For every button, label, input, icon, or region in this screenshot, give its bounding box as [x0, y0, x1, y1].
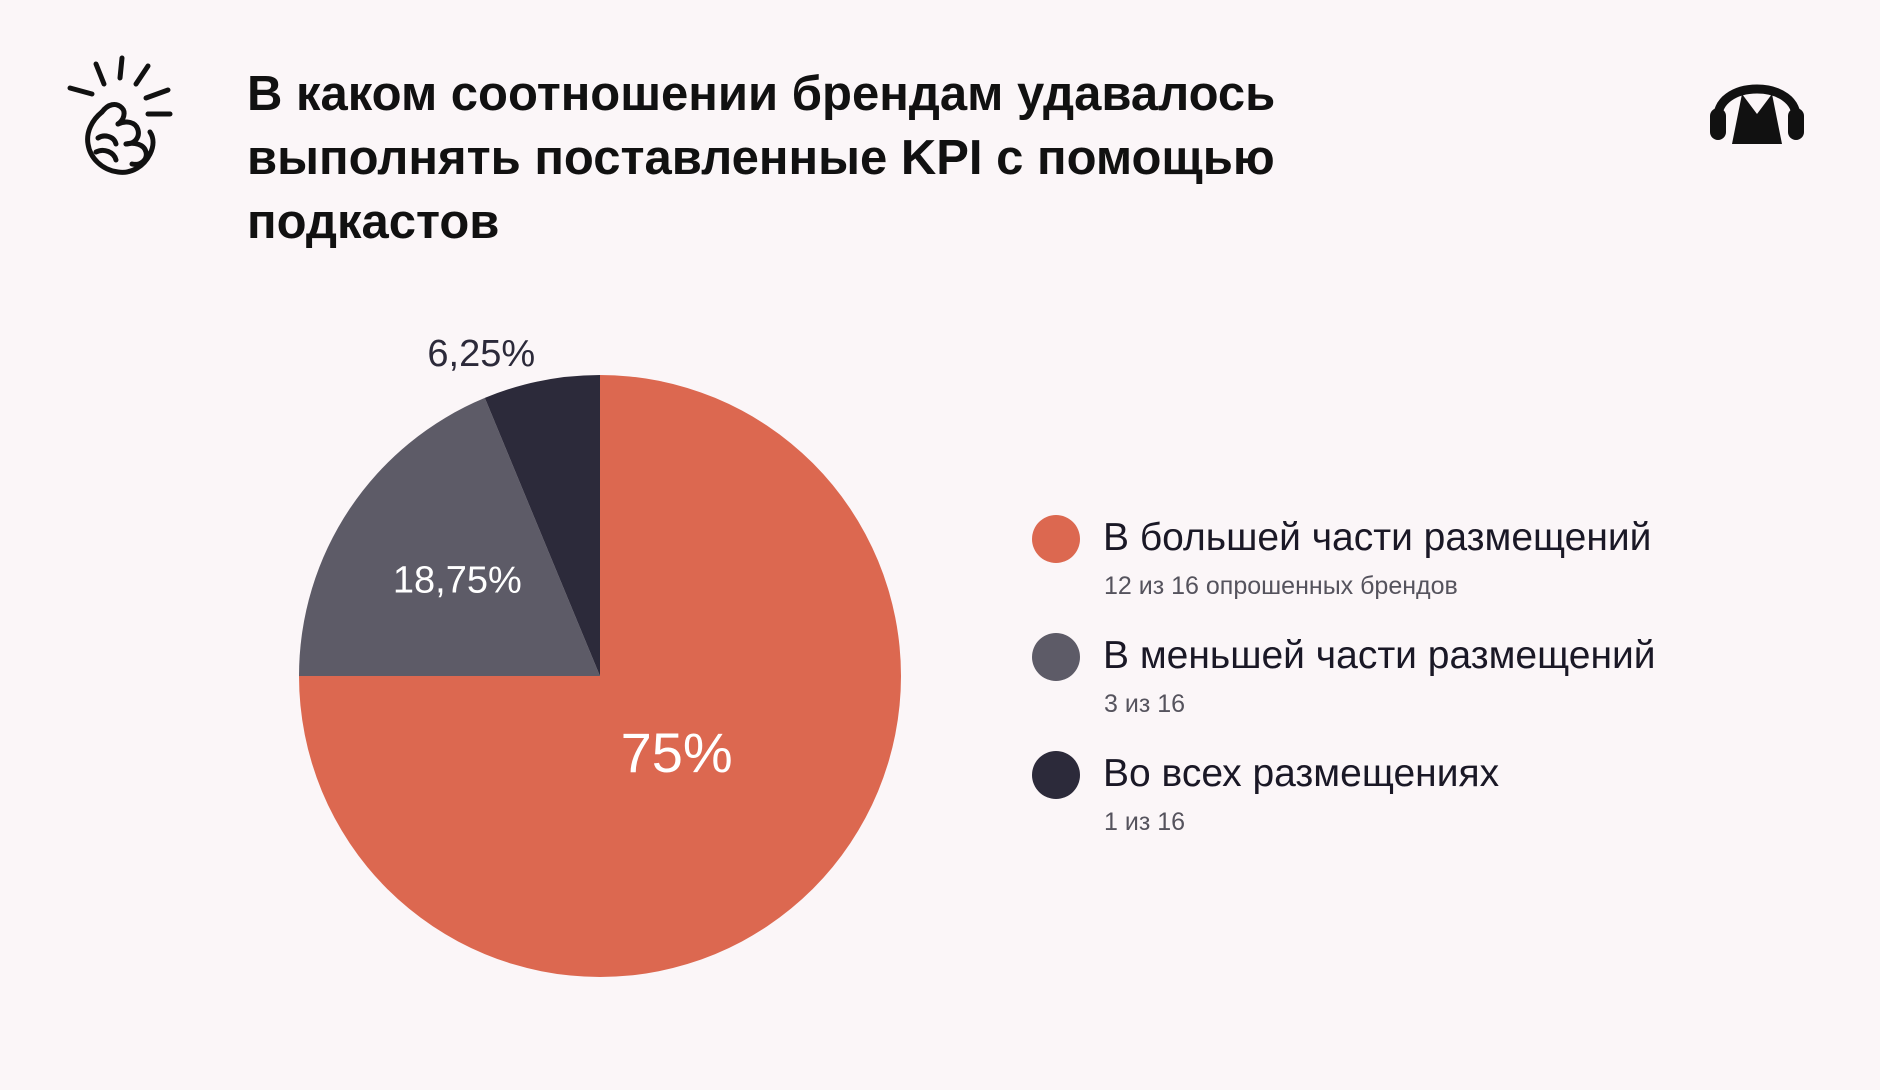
data-label-fewer: 18,75%	[393, 560, 522, 602]
legend-swatch-all	[1032, 751, 1080, 799]
legend-label-fewer: В меньшей части размещений	[1103, 634, 1656, 677]
pie-slice-fewer	[299, 397, 600, 676]
legend-swatch-fewer	[1032, 633, 1080, 681]
data-label-all: 6,25%	[427, 333, 535, 375]
pie-slice-all	[484, 375, 600, 676]
data-label-most: 75%	[621, 721, 733, 784]
headphones-logo-icon	[1710, 84, 1804, 144]
chart-legend: В большей части размещений 12 из 16 опро…	[1032, 512, 1732, 866]
chart-title: В каком соотношении брендам удавалось вы…	[247, 67, 1276, 249]
legend-item-all: Во всех размещениях 1 из 16	[1032, 748, 1732, 866]
legend-sublabel-most: 12 из 16 опрошенных брендов	[1104, 572, 1458, 600]
legend-sublabel-all: 1 из 16	[1104, 808, 1186, 836]
legend-label-most: В большей части размещений	[1103, 516, 1652, 559]
legend-item-most: В большей части размещений 12 из 16 опро…	[1032, 512, 1732, 630]
legend-swatch-most	[1032, 515, 1080, 563]
legend-label-all: Во всех размещениях	[1103, 752, 1500, 795]
legend-sublabel-fewer: 3 из 16	[1104, 690, 1186, 718]
legend-item-fewer: В меньшей части размещений 3 из 16	[1032, 630, 1732, 748]
snapping-fingers-icon	[67, 55, 173, 175]
